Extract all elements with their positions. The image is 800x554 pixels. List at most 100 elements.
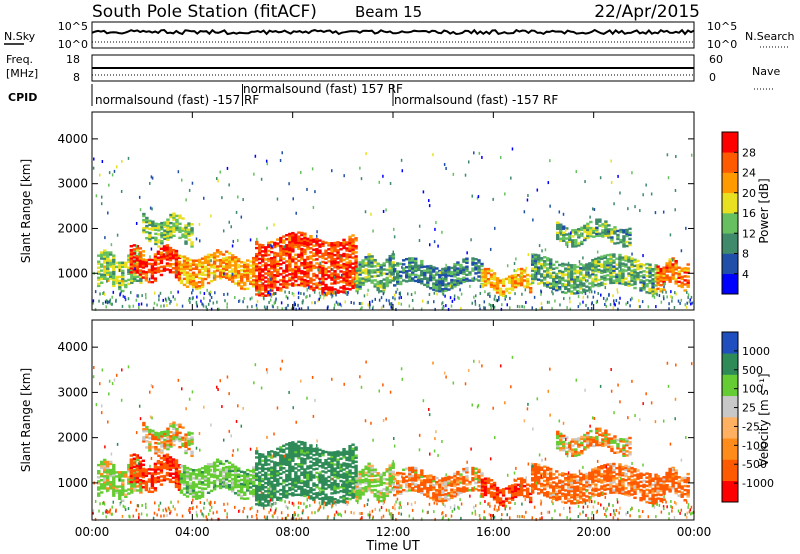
power-speckle-cell: [331, 294, 334, 298]
power-cell: [423, 265, 427, 268]
power-cell: [258, 285, 262, 289]
power-cell: [391, 257, 395, 260]
power-cell: [468, 273, 472, 276]
power-cell: [129, 245, 134, 248]
power-speckle-cell: [138, 195, 141, 199]
power-cell: [558, 271, 562, 275]
power-cell: [671, 269, 675, 272]
power-cell: [285, 280, 289, 283]
power-cell: [141, 270, 146, 273]
power-cell: [249, 260, 253, 263]
power-cell: [300, 278, 304, 281]
power-cell: [598, 234, 602, 237]
power-speckle-cell: [576, 290, 578, 294]
power-speckle-cell: [102, 292, 104, 296]
power-cell: [212, 262, 217, 265]
power-cell: [680, 269, 684, 273]
power-cell: [282, 235, 286, 238]
power-cell: [594, 263, 598, 267]
power-cell: [129, 271, 134, 274]
velocity-cell: [267, 493, 271, 497]
power-cell: [370, 271, 374, 274]
power-cell: [367, 261, 371, 264]
velocity-cell: [367, 478, 371, 482]
velocity-cell: [166, 429, 170, 433]
power-cell: [600, 257, 604, 260]
power-cell: [615, 273, 619, 277]
power-cell: [474, 268, 478, 271]
power-cell: [583, 238, 587, 242]
power-cell: [533, 273, 538, 277]
power-cell: [441, 279, 445, 283]
power-cell: [570, 286, 574, 289]
power-speckle-cell: [393, 235, 396, 239]
power-cell: [175, 214, 179, 218]
power-cell: [188, 268, 193, 272]
velocity-cell: [396, 473, 400, 477]
power-cell: [651, 278, 655, 281]
velocity-cell: [336, 470, 340, 474]
power-cell: [528, 288, 533, 292]
power-cell: [542, 256, 547, 259]
velocity-cell: [279, 464, 283, 467]
velocity-cell: [417, 486, 421, 489]
power-cell: [686, 283, 690, 286]
power-cell: [480, 264, 484, 268]
power-speckle-cell: [365, 152, 367, 156]
power-cell: [300, 276, 304, 279]
power-cell: [103, 257, 107, 260]
velocity-cell: [327, 451, 331, 454]
power-speckle-cell: [208, 291, 210, 295]
power-speckle-cell: [668, 302, 670, 306]
power-cell: [258, 253, 262, 257]
velocity-cell: [132, 457, 137, 460]
velocity-cell: [154, 450, 158, 453]
velocity-cell: [285, 453, 289, 456]
power-cell: [300, 239, 304, 243]
velocity-cell: [333, 453, 337, 456]
velocity-cell: [336, 454, 340, 457]
power-cell: [604, 224, 608, 227]
power-cell: [197, 285, 202, 288]
velocity-cell: [135, 468, 140, 472]
velocity-cell: [306, 477, 310, 480]
power-speckle-cell: [324, 291, 326, 295]
velocity-cell: [288, 442, 292, 445]
power-cell: [609, 277, 613, 281]
power-speckle-cell: [613, 302, 615, 306]
power-cell: [182, 261, 187, 264]
velocity-cell: [282, 467, 286, 470]
power-cell: [399, 270, 403, 274]
velocity-cell: [191, 495, 196, 498]
power-speckle-cell: [489, 247, 492, 251]
power-cell: [438, 277, 442, 281]
velocity-cell: [165, 473, 170, 477]
velocity-cell: [379, 479, 383, 482]
velocity-cell: [345, 479, 349, 482]
power-cell: [686, 267, 690, 270]
power-cell: [583, 224, 587, 228]
velocity-cell: [376, 484, 380, 487]
velocity-cell: [174, 465, 179, 468]
velocity-cell: [174, 485, 179, 489]
velocity-cell: [321, 502, 325, 506]
power-cell: [549, 284, 553, 287]
power-cell: [153, 267, 158, 270]
velocity-cell: [367, 487, 371, 490]
power-cell: [438, 285, 442, 289]
power-cell: [573, 280, 577, 283]
velocity-cell: [264, 486, 268, 489]
power-cell: [157, 227, 161, 230]
power-cell: [379, 286, 383, 289]
power-speckle-cell: [437, 244, 439, 248]
power-cell: [315, 266, 319, 269]
velocity-cell: [106, 472, 110, 476]
power-speckle-cell: [301, 301, 304, 305]
power-cell: [559, 223, 563, 226]
power-speckle-cell: [596, 250, 599, 254]
power-cell: [686, 285, 690, 288]
velocity-cell: [297, 465, 301, 468]
velocity-cell: [333, 471, 337, 474]
power-cell: [595, 226, 599, 230]
velocity-cell: [221, 468, 226, 472]
